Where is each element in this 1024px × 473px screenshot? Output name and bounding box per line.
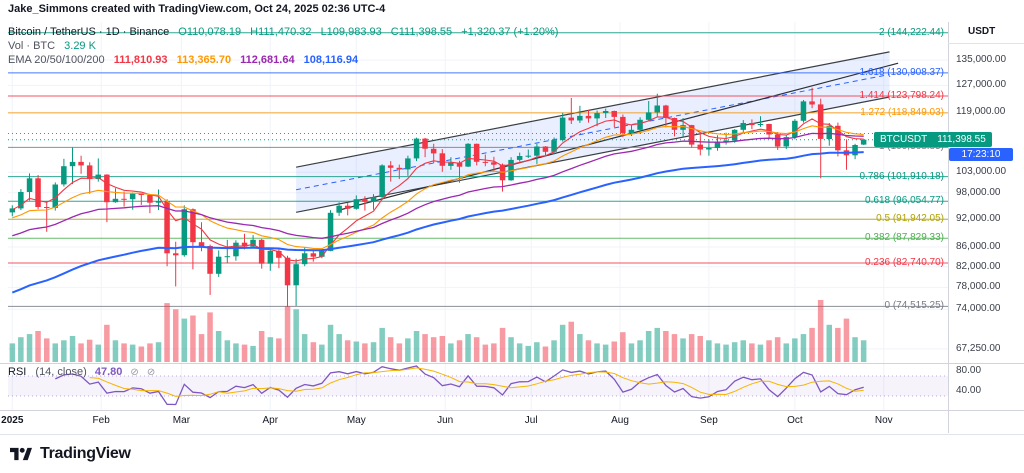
current-price-badge[interactable]: BTCUSDT 111,398.55 — [874, 131, 992, 147]
price-tick-label: 135,000.00 — [956, 54, 1007, 66]
time-tick-label: Aug — [611, 415, 629, 426]
channel-drawing — [295, 51, 899, 213]
symbol-title: Bitcoin / TetherUS · 1D · Binance — [8, 26, 170, 38]
time-tick-label: 2025 — [1, 415, 24, 426]
volume-legend-row[interactable]: Vol · BTC 3.29 K — [8, 39, 558, 53]
ema-legend-row[interactable]: EMA 20/50/100/200 111,810.93 113,365.70 … — [8, 53, 558, 67]
time-tick-label: Apr — [262, 415, 279, 426]
price-tick-label: 92,000.00 — [956, 213, 1001, 225]
ema100-value: 112,681.64 — [240, 54, 295, 66]
price-change: +1,320.37 (+1.20%) — [461, 26, 559, 38]
footer-bar: TradingView — [0, 434, 1024, 473]
rsi-tick-label: 80.00 — [956, 365, 982, 376]
brand-wordmark[interactable]: TradingView — [40, 445, 131, 462]
ohlc-close: C111,398.55 — [390, 26, 453, 38]
ohlc-low: L109,983.93 — [320, 26, 382, 38]
ema-layer — [11, 116, 864, 294]
ema20-value: 111,810.93 — [113, 54, 168, 66]
fib-level-label[interactable]: 0.382 (87,829.33) — [865, 232, 944, 244]
countdown-text: 17:23:10 — [961, 148, 1001, 160]
separators-layer — [0, 22, 1024, 433]
time-tick-label: Oct — [787, 415, 803, 426]
rsi-layer — [8, 365, 948, 406]
time-tick-label: Jul — [524, 415, 538, 426]
fib-level-label[interactable]: 0.236 (82,740.70) — [865, 256, 944, 268]
time-tick-label: Jun — [437, 415, 454, 426]
attribution-text: Jake_Simmons created with TradingView.co… — [8, 3, 386, 15]
rsi-params: (14, close) — [35, 366, 87, 378]
rsi-settings-icon[interactable]: ⊘ — [146, 367, 156, 378]
price-tick-label: 103,000.00 — [956, 166, 1007, 178]
price-tick-label: 67,250.00 — [956, 342, 1001, 354]
fib-level-label[interactable]: 0.5 (91,942.05) — [876, 213, 944, 225]
fib-level-label[interactable]: 0.786 (101,910.18) — [859, 170, 944, 182]
fib-level-label[interactable]: 0 (74,515.25) — [884, 300, 945, 312]
badge-price: 111,398.55 — [937, 133, 986, 145]
rsi-tick-label: 40.00 — [956, 385, 982, 396]
time-tick-label: Sep — [699, 415, 718, 426]
time-tick-label: May — [346, 415, 366, 426]
ema200-value: 108,116.94 — [303, 54, 359, 66]
tradingview-logo-icon[interactable] — [10, 444, 32, 464]
volume-value: 3.29 K — [64, 40, 96, 52]
rsi-legend-row[interactable]: RSI (14, close) 47.80 ⊘ ⊘ — [8, 366, 155, 378]
legend: Bitcoin / TetherUS · 1D · Binance O110,0… — [8, 25, 558, 67]
rsi-value: 47.80 — [94, 366, 123, 378]
fib-level-label[interactable]: 1.618 (130,908.37) — [859, 66, 944, 78]
price-tick-label: 74,000.00 — [956, 303, 1001, 315]
price-tick-label: 82,000.00 — [956, 260, 1001, 272]
price-tick-label: 98,000.00 — [956, 186, 1001, 198]
ohlc-open: O110,078.19 — [178, 26, 242, 38]
ema-label: EMA 20/50/100/200 — [8, 54, 105, 66]
rsi-title: RSI — [8, 366, 27, 378]
time-tick-label: Nov — [874, 415, 893, 426]
bar-countdown-badge: 17:23:10 — [949, 147, 1013, 161]
fib-level-label[interactable]: 1 (109,368.85) — [878, 141, 944, 153]
time-tick-label: Mar — [172, 415, 191, 426]
volume-label: Vol · BTC — [8, 40, 56, 52]
fib-level-label[interactable]: 1.414 (123,798.24) — [859, 89, 944, 101]
price-tick-label: 127,000.00 — [956, 79, 1007, 91]
time-tick-label: Feb — [92, 415, 110, 426]
fib-level-label[interactable]: 0.618 (96,054.77) — [865, 195, 944, 207]
fib-level-label[interactable]: 1.272 (118,849.03) — [860, 106, 944, 118]
ohlc-high: H111,470.32 — [250, 26, 312, 38]
symbol-legend-row[interactable]: Bitcoin / TetherUS · 1D · Binance O110,0… — [8, 25, 558, 39]
price-tick-label: 119,000.00 — [956, 106, 1006, 118]
ema50-value: 113,365.70 — [176, 54, 232, 66]
rsi-hide-icon[interactable]: ⊘ — [130, 367, 139, 378]
fib-level-label[interactable]: 2 (144,222.44) — [878, 26, 944, 38]
price-tick-label: 86,000.00 — [956, 240, 1001, 252]
volume-layer — [9, 300, 867, 362]
price-axis-currency-label: USDT — [968, 26, 996, 37]
price-tick-label: 78,000.00 — [956, 281, 1001, 293]
badge-symbol: BTCUSDT — [880, 133, 928, 145]
